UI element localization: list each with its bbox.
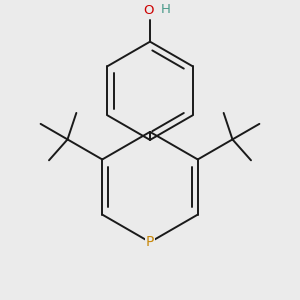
Text: O: O bbox=[144, 4, 154, 16]
Text: P: P bbox=[146, 235, 154, 249]
Text: H: H bbox=[160, 3, 170, 16]
